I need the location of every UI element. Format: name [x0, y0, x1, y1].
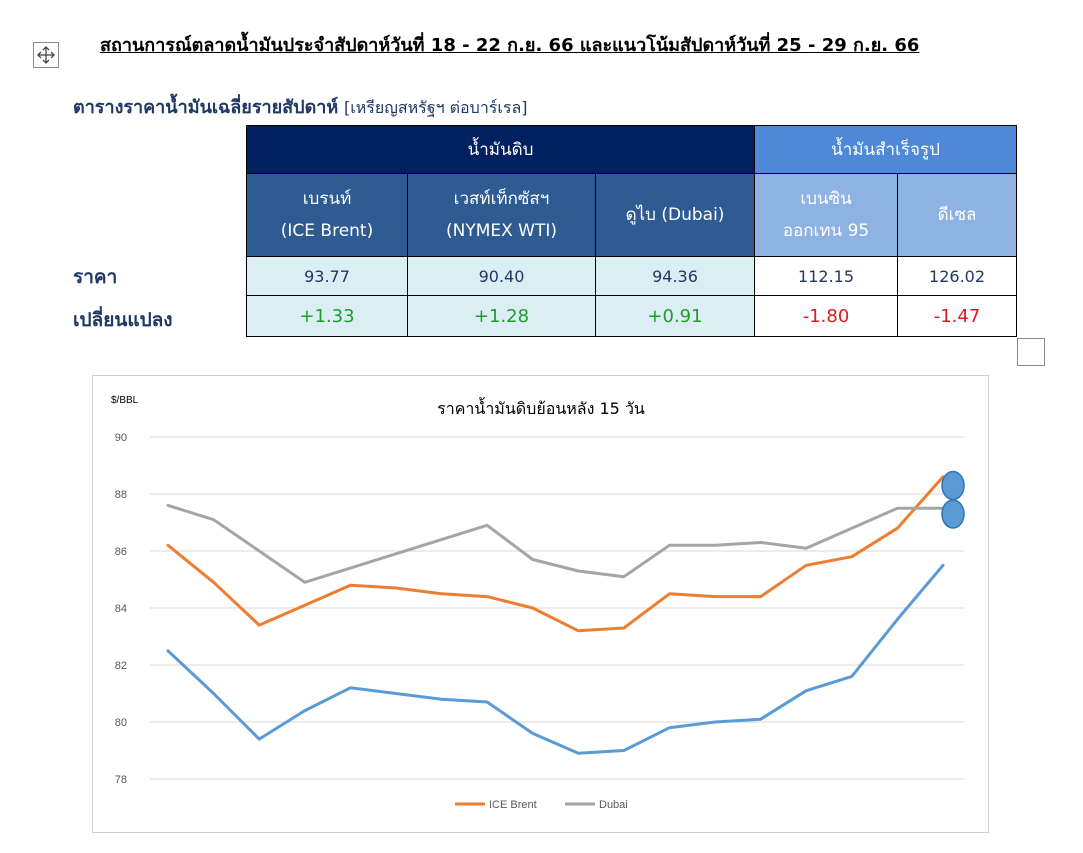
series-line-ice-brent [166, 475, 945, 633]
price-dubai: 94.36 [594, 256, 756, 296]
move-handle[interactable] [33, 42, 59, 68]
y-tick-label: 86 [115, 546, 127, 558]
chart-frame[interactable]: ราคาน้ำมันดิบย้อนหลัง 15 วัน $/BBL 90 88 86 8… [92, 375, 989, 833]
series-line-unnamed [166, 563, 945, 755]
column-brent: เบรนท์ (ICE Brent) [246, 173, 408, 257]
price-diesel: 126.02 [897, 256, 1018, 296]
crude-oil-header: น้ำมันดิบ [245, 125, 756, 174]
price-table: น้ำมันดิบ น้ำมันสำเร็จรูป เบรนท์ (ICE Bre… [245, 125, 1018, 337]
legend-label: Dubai [599, 799, 628, 811]
chart-title: ราคาน้ำมันดิบย้อนหลัง 15 วัน [437, 397, 645, 418]
column-gasoline95: เบนซิน ออกเทน 95 [754, 173, 899, 257]
legend-label: ICE Brent [489, 799, 537, 811]
price-brent: 93.77 [246, 256, 408, 296]
refined-products-header: น้ำมันสำเร็จรูป [754, 125, 1018, 174]
page-title: สถานการณ์ตลาดน้ำมันประจำสัปดาห์วันที่ 18… [100, 35, 920, 56]
y-tick-label: 88 [115, 489, 127, 501]
y-axis-label: $/BBL [111, 395, 139, 406]
end-marker-ice-brent [941, 470, 965, 501]
crude-price-chart: ราคาน้ำมันดิบย้อนหลัง 15 วัน $/BBL 90 88 86 8… [111, 395, 965, 811]
y-tick-label: 78 [115, 774, 127, 786]
table-unit: [เหรียญสหรัฐฯ ต่อบาร์เรล] [344, 98, 528, 117]
change-brent: +1.33 [246, 295, 408, 337]
table-heading: ตารางราคาน้ำมันเฉลี่ยรายสัปดาห์ [เหรียญส… [73, 92, 528, 121]
row-label-change: เปลี่ยนแปลง [73, 309, 173, 331]
series-line-dubai [166, 503, 945, 584]
table-title: ตารางราคาน้ำมันเฉลี่ยรายสัปดาห์ [73, 97, 339, 118]
end-marker-dubai [941, 499, 965, 529]
column-dubai: ดูไบ (Dubai) [594, 173, 756, 257]
price-wti: 90.40 [407, 256, 596, 296]
y-tick-label: 90 [115, 432, 127, 444]
move-arrows-icon [37, 46, 55, 64]
column-wti: เวสท์เท็กซัสฯ (NYMEX WTI) [407, 173, 596, 257]
y-tick-label: 82 [115, 660, 127, 672]
y-tick-label: 80 [115, 717, 127, 729]
y-tick-label: 84 [115, 603, 127, 615]
change-wti: +1.28 [407, 295, 596, 337]
column-diesel: ดีเซล [897, 173, 1018, 257]
change-dubai: +0.91 [594, 295, 756, 337]
resize-handle-icon[interactable] [1017, 338, 1045, 366]
price-gasoline95: 112.15 [754, 256, 899, 296]
change-diesel: -1.47 [897, 295, 1018, 337]
row-label-price: ราคา [73, 266, 118, 288]
change-gasoline95: -1.80 [754, 295, 899, 337]
